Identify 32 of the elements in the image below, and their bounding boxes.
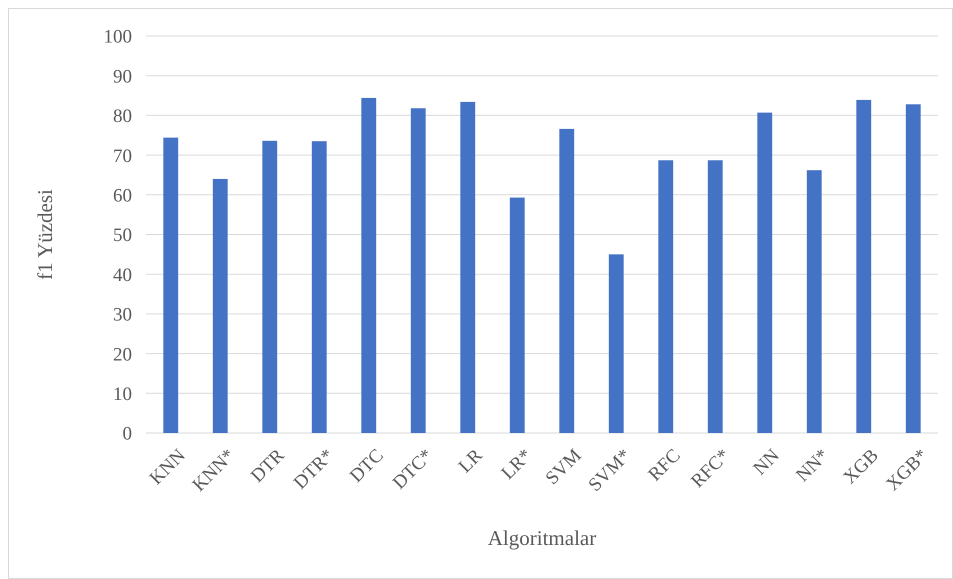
bar bbox=[410, 108, 426, 433]
y-tick-label: 90 bbox=[113, 66, 132, 88]
x-tick-label: NN bbox=[749, 444, 784, 480]
x-tick-label: LR* bbox=[497, 445, 536, 484]
y-tick-label: 80 bbox=[113, 106, 132, 128]
bar bbox=[460, 102, 476, 433]
bar bbox=[806, 170, 822, 433]
y-tick-label: 10 bbox=[113, 384, 132, 405]
y-tick-label: 60 bbox=[113, 185, 132, 206]
bar bbox=[312, 141, 327, 433]
bar bbox=[212, 178, 228, 433]
y-tick-label: 20 bbox=[113, 344, 132, 366]
bar bbox=[608, 254, 624, 433]
bar bbox=[163, 138, 178, 433]
y-axis-title: f1 Yüzdesi bbox=[33, 188, 57, 280]
y-tick-label: 100 bbox=[104, 26, 132, 48]
y-tick-label: 70 bbox=[113, 146, 132, 167]
bar bbox=[906, 104, 921, 433]
bar bbox=[510, 198, 525, 433]
bar bbox=[262, 140, 278, 433]
bar bbox=[856, 100, 872, 433]
bar bbox=[757, 112, 772, 433]
bar bbox=[361, 98, 376, 433]
y-tick-label: 30 bbox=[113, 304, 132, 326]
y-tick-label: 40 bbox=[113, 264, 132, 286]
bar bbox=[658, 160, 674, 433]
bar bbox=[559, 128, 574, 433]
y-tick-label: 0 bbox=[122, 424, 132, 445]
x-axis-title: Algoritmalar bbox=[488, 526, 596, 550]
x-tick-label: LR bbox=[454, 444, 487, 478]
bar bbox=[708, 160, 723, 433]
y-tick-label: 50 bbox=[113, 225, 132, 246]
